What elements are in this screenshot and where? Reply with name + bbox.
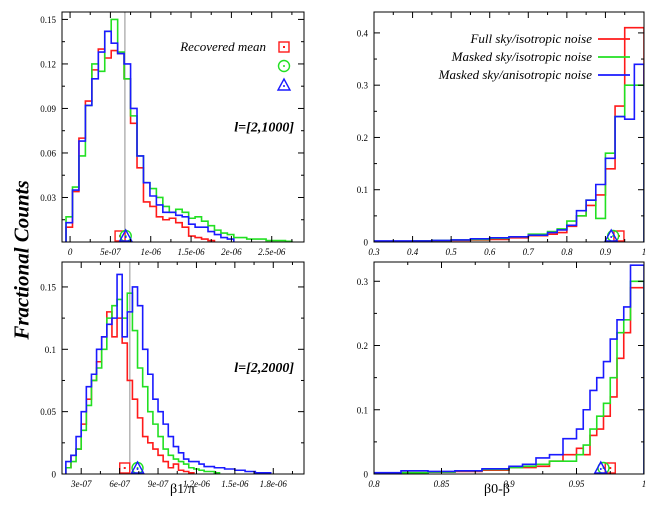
y-tick-label: 0.1 xyxy=(357,185,368,195)
mean-marker-blue xyxy=(604,228,619,242)
histogram-blue xyxy=(65,30,235,242)
y-tick-label: 0.3 xyxy=(357,277,369,287)
legend-marker-blue xyxy=(276,77,292,91)
x-axis-label-left: β1/π xyxy=(170,482,196,497)
y-tick-label: 0.15 xyxy=(40,15,56,25)
y-tick-label: 0.3 xyxy=(357,81,369,91)
x-tick-label: 5e-07 xyxy=(100,247,121,257)
panel-bottom-right: 0 0.1 0.2 0.3 0.8 0.85 0.9 0.95 1 xyxy=(357,261,647,489)
mean-marker-red-dot xyxy=(123,467,126,469)
legend-label-red: Full sky/isotropic noise xyxy=(469,31,592,46)
x-tick-label: 0.85 xyxy=(434,479,450,489)
x-tick-label: 0.3 xyxy=(368,247,380,257)
legend-label-blue: Masked sky/anisotropic noise xyxy=(438,67,593,82)
legend-title: Recovered mean xyxy=(179,39,266,54)
x-tick-label: 0.5 xyxy=(446,247,458,257)
x-axis-label-right: β0-β xyxy=(484,482,510,497)
panel-top-left: 0.03 0.06 0.09 0.12 0.15 0 5e-07 1e-06 1.5e-06 2e… xyxy=(40,11,305,257)
y-tick-label: 0.1 xyxy=(357,405,368,415)
y-axis-label: Fractional Counts xyxy=(9,180,34,340)
y-tick-label: 0 xyxy=(52,470,57,480)
legend-marker-red xyxy=(278,41,290,53)
legend-marker-blue-dot xyxy=(283,85,285,87)
x-tick-label: 6e-07 xyxy=(109,479,130,489)
y-axis-label-container: Fractional Counts xyxy=(4,110,40,410)
plot-frame xyxy=(61,261,305,475)
y-tick-label: 0.1 xyxy=(45,345,56,355)
legend-marker-green xyxy=(277,59,291,73)
x-tick-label: 0.4 xyxy=(407,247,419,257)
mean-marker-blue-dot xyxy=(136,468,139,470)
mean-marker-blue-dot xyxy=(599,468,602,470)
y-tick-label: 0.4 xyxy=(357,28,369,38)
histogram-red xyxy=(65,48,216,242)
y-tick-label: 0.2 xyxy=(357,133,368,143)
mean-marker-blue xyxy=(593,460,608,474)
y-tick-label: 0 xyxy=(364,470,369,480)
x-tick-label: 0.8 xyxy=(561,247,573,257)
mean-marker-blue xyxy=(118,228,133,242)
y-tick-label: 0 xyxy=(364,238,369,248)
x-tick-label: 0 xyxy=(68,247,73,257)
panel-bottom-left: 0 0.05 0.1 0.15 3e-07 6e-07 9e-07 1.2e-06 1.5e-0… xyxy=(40,261,305,489)
histogram-green xyxy=(374,84,644,242)
mean-marker-blue-dot xyxy=(610,236,613,238)
histogram-blue xyxy=(374,264,644,474)
mean-marker-blue xyxy=(130,460,145,474)
y-tick-label: 0.12 xyxy=(40,59,56,69)
x-tick-label: 0.95 xyxy=(569,479,585,489)
panel-top-right: 0 0.1 0.2 0.3 0.4 0.3 0.4 0.5 0.6 0.7 0.8 0.9 1 Full … xyxy=(357,11,647,257)
y-tick-label: 0.09 xyxy=(40,104,56,114)
y-tick-label: 0.03 xyxy=(40,193,56,203)
y-tick-label: 0.15 xyxy=(40,282,56,292)
histogram-blue xyxy=(65,273,272,474)
legend-marker-green-dot xyxy=(283,65,285,67)
x-tick-label: 1.8e-06 xyxy=(260,479,288,489)
x-tick-label: 0.6 xyxy=(484,247,496,257)
mean-marker-blue-dot xyxy=(124,236,127,238)
x-tick-label: 2.5e-06 xyxy=(258,247,286,257)
x-tick-label: 2e-06 xyxy=(221,247,242,257)
x-tick-label: 1.5e-06 xyxy=(177,247,205,257)
panel-annotation: l=[2,1000] xyxy=(234,121,294,136)
x-tick-label: 1.2e-06 xyxy=(183,479,211,489)
x-tick-label: 0.7 xyxy=(523,247,535,257)
x-tick-label: 1e-06 xyxy=(140,247,161,257)
mean-marker-red-dot xyxy=(609,467,612,469)
x-tick-label: 0.8 xyxy=(368,479,380,489)
panel-annotation: l=[2,2000] xyxy=(234,361,294,376)
plot-frame xyxy=(61,11,305,243)
y-tick-label: 0.05 xyxy=(40,407,56,417)
plot-frame xyxy=(373,11,645,243)
histogram-blue xyxy=(374,63,644,242)
x-tick-label: 1 xyxy=(642,479,647,489)
histogram-green xyxy=(65,292,221,474)
x-tick-label: 0.9 xyxy=(503,479,515,489)
x-tick-label: 1 xyxy=(642,247,647,257)
x-tick-label: 3e-07 xyxy=(70,479,92,489)
x-tick-label: 1.5e-06 xyxy=(221,479,249,489)
legend-marker-red-dot xyxy=(283,46,285,48)
histogram-red xyxy=(374,286,644,474)
y-tick-label: 0.06 xyxy=(40,148,56,158)
x-tick-label: 9e-07 xyxy=(148,479,169,489)
y-tick-label: 0.2 xyxy=(357,341,368,351)
x-tick-label: 0.9 xyxy=(600,247,612,257)
legend-label-green: Masked sky/isotropic noise xyxy=(451,49,593,64)
